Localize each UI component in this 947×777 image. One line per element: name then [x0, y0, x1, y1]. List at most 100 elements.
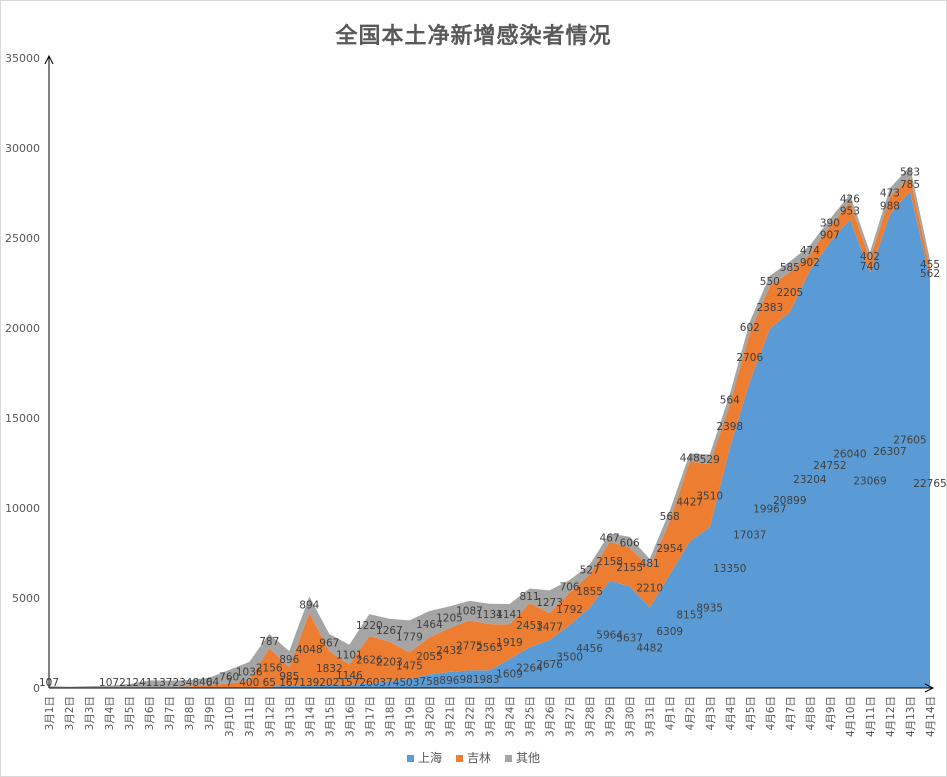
data-label-2: 411: [139, 677, 159, 689]
data-label-2: 1087: [456, 606, 483, 618]
y-tick-label: 30000: [5, 142, 40, 155]
x-tick-label: 4月14日: [925, 696, 937, 737]
data-label-0: 6: [206, 677, 213, 689]
data-label-1: 4427: [676, 496, 703, 508]
data-label-2: 585: [780, 262, 800, 274]
x-tick-label: 3月2日: [64, 696, 76, 730]
data-label-0: 202: [319, 677, 339, 689]
x-tick-label: 4月13日: [905, 696, 917, 737]
data-label-2: 1134: [476, 609, 503, 621]
x-tick-label: 3月14日: [304, 696, 316, 737]
data-label-0: 65: [263, 677, 276, 689]
data-label-1: 3510: [696, 491, 723, 503]
x-tick-label: 3月15日: [324, 696, 336, 737]
y-tick-label: 10000: [5, 502, 40, 515]
area-series-1: [49, 176, 930, 689]
data-label-1: 953: [840, 206, 860, 218]
x-tick-label: 4月8日: [805, 696, 817, 730]
data-label-1: 2453: [516, 620, 543, 632]
data-label-1: 1832: [316, 663, 343, 675]
data-label-2: 1464: [416, 619, 443, 631]
data-label-0: 758: [419, 676, 439, 688]
data-label-2: 348: [179, 677, 199, 689]
y-tick-labels: 0 5000 10000 15000 20000 25000 30000 35000: [5, 52, 40, 695]
data-label-2: 1267: [376, 625, 403, 637]
data-label-2: 404: [199, 676, 219, 688]
y-tick-label: 5000: [12, 592, 40, 605]
y-tick-label: 35000: [5, 52, 40, 65]
legend: 上海 吉林 其他: [0, 749, 947, 766]
data-label-0: 983: [479, 674, 499, 686]
legend-label: 其他: [516, 751, 541, 765]
data-label-1: 2626: [356, 655, 383, 667]
data-label-0: 26040: [833, 449, 866, 461]
series-areas: [49, 166, 930, 689]
legend-swatch: [455, 755, 463, 762]
data-label-2: 1779: [396, 631, 423, 643]
data-label-0: 139: [299, 677, 319, 689]
x-tick-label: 4月10日: [845, 696, 857, 737]
data-label-2: 896: [279, 654, 299, 666]
data-label-0: 7: [226, 677, 233, 689]
data-label-0: 13350: [713, 563, 746, 575]
x-tick-label: 3月5日: [124, 696, 136, 730]
data-label-1: 740: [860, 261, 880, 273]
data-label-1: 2210: [636, 582, 663, 594]
data-label-2: 481: [640, 558, 660, 570]
data-label-1: 2565: [476, 642, 503, 654]
x-tick-label: 4月1日: [665, 696, 677, 730]
data-label-2: 1205: [436, 612, 463, 624]
data-label-1: 2158: [596, 556, 623, 568]
x-tick-labels: 3月1日 3月2日 3月3日 3月4日 3月5日 3月6日 3月7日 3月8日 3月9日 3月10…: [44, 696, 937, 737]
x-tick-label: 4月6日: [765, 696, 777, 730]
data-label-2: 1101: [336, 650, 363, 662]
x-tick-label: 3月1日: [44, 696, 56, 730]
data-label-0: 23204: [793, 474, 827, 486]
legend-item: 其他: [505, 749, 540, 766]
data-label-1: 2383: [756, 302, 783, 314]
x-tick-label: 4月4日: [725, 696, 737, 730]
data-label-0: 6309: [656, 626, 683, 638]
y-tick-label: 0: [33, 682, 40, 695]
legend-item: 吉林: [455, 749, 491, 766]
x-tick-label: 3月19日: [404, 696, 416, 737]
data-label-1: 2155: [616, 562, 643, 574]
data-label-1: 562: [920, 268, 940, 280]
x-tick-label: 3月23日: [485, 696, 497, 737]
x-tick-label: 3月4日: [104, 696, 116, 730]
x-tick-label: 3月16日: [344, 696, 356, 737]
x-tick-label: 3月25日: [525, 696, 537, 737]
data-label-2: 527: [580, 565, 600, 577]
data-label-2: 1273: [536, 597, 563, 609]
data-label-1: 1855: [576, 586, 603, 598]
x-tick-label: 4月11日: [865, 696, 877, 737]
x-tick-label: 3月11日: [244, 696, 256, 737]
data-label-0: 26307: [873, 446, 906, 458]
x-tick-label: 4月9日: [825, 696, 837, 730]
data-label-2: 473: [880, 187, 900, 199]
x-tick-label: 3月31日: [645, 696, 657, 737]
x-tick-label: 3月3日: [84, 696, 96, 730]
data-label-2: 529: [700, 454, 720, 466]
data-label-1: 2398: [716, 421, 743, 433]
x-tick-label: 3月27日: [565, 696, 577, 737]
x-tick-label: 4月3日: [705, 696, 717, 730]
data-label-0: 2676: [536, 659, 563, 671]
data-label-1: 400: [239, 677, 259, 689]
data-label-0: 19967: [753, 503, 786, 515]
data-label-1: 2775: [456, 640, 483, 652]
data-label-1: 2203: [376, 656, 403, 668]
data-label-2: 426: [840, 193, 860, 205]
x-tick-label: 3月26日: [545, 696, 557, 737]
data-label-1: 1919: [496, 637, 523, 649]
data-label-2: 606: [620, 537, 640, 549]
data-label-1: 1477: [536, 622, 563, 634]
data-label-1: 1146: [336, 670, 363, 682]
legend-swatch: [505, 755, 512, 762]
data-label-2: 967: [319, 638, 339, 650]
data-label-0: 157: [339, 677, 359, 689]
data-label-0: 17037: [733, 530, 766, 542]
data-label-0: 260: [359, 677, 379, 689]
data-label-2: 107: [99, 677, 119, 689]
data-label-1: 2706: [736, 352, 763, 364]
